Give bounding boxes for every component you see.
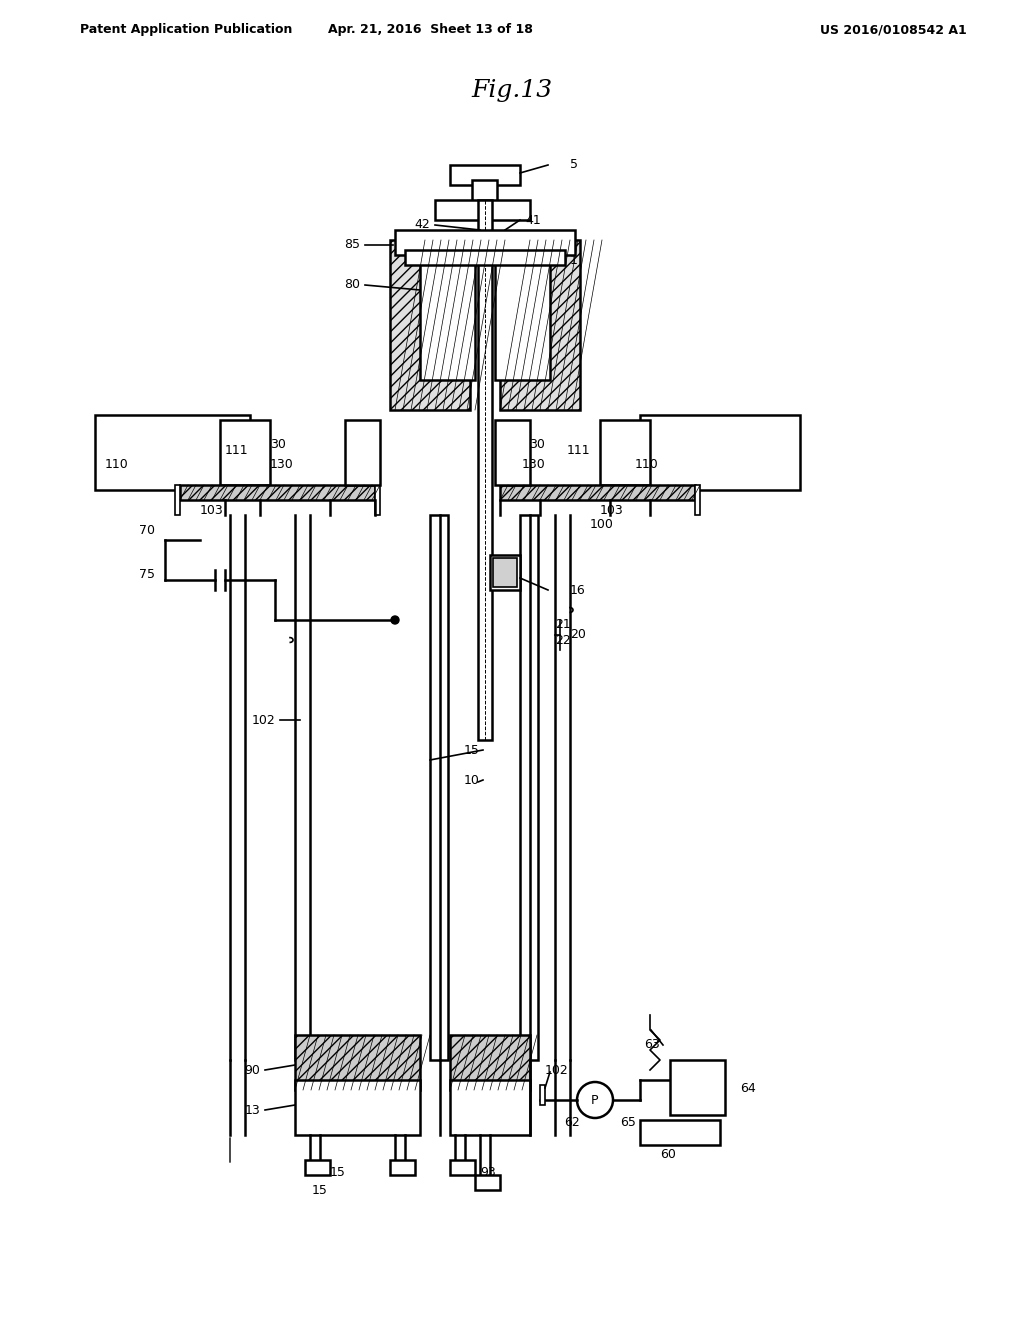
- Bar: [450, 1080, 530, 1135]
- Text: 70: 70: [139, 524, 155, 536]
- Text: 60: 60: [660, 1148, 676, 1162]
- Text: 110: 110: [105, 458, 129, 471]
- Bar: [420, 249, 475, 380]
- Bar: [670, 1060, 725, 1115]
- Bar: [95, 414, 250, 490]
- Bar: [472, 180, 497, 205]
- Text: 103: 103: [600, 503, 624, 516]
- Bar: [495, 249, 550, 380]
- Text: 65: 65: [620, 1115, 636, 1129]
- Text: 90: 90: [244, 1064, 260, 1077]
- Bar: [695, 484, 700, 515]
- Text: Fig.13: Fig.13: [471, 78, 553, 102]
- Text: 30: 30: [529, 438, 545, 451]
- Text: 13: 13: [245, 1104, 260, 1117]
- Bar: [430, 515, 449, 1060]
- Bar: [450, 165, 520, 185]
- Bar: [475, 1175, 500, 1191]
- Bar: [640, 1119, 720, 1144]
- Text: 5: 5: [570, 158, 578, 172]
- Text: 1: 1: [570, 253, 578, 267]
- Bar: [175, 484, 180, 515]
- Text: 75: 75: [139, 569, 155, 582]
- Text: 80: 80: [344, 279, 360, 292]
- Bar: [295, 1080, 420, 1135]
- Bar: [640, 414, 800, 490]
- Text: 63: 63: [644, 1039, 660, 1052]
- Text: Apr. 21, 2016  Sheet 13 of 18: Apr. 21, 2016 Sheet 13 of 18: [328, 24, 532, 37]
- Text: 20: 20: [570, 628, 586, 642]
- Text: 41: 41: [525, 214, 541, 227]
- Bar: [493, 558, 517, 587]
- Text: 102: 102: [251, 714, 275, 726]
- Text: 15: 15: [464, 743, 480, 756]
- Text: 103: 103: [200, 503, 224, 516]
- Bar: [305, 1160, 330, 1175]
- Bar: [390, 1160, 415, 1175]
- Text: 30: 30: [270, 438, 286, 451]
- Bar: [500, 240, 580, 411]
- Text: 102: 102: [545, 1064, 568, 1077]
- Text: 85: 85: [344, 239, 360, 252]
- Text: 21: 21: [555, 619, 570, 631]
- Text: 42: 42: [415, 219, 430, 231]
- Bar: [180, 484, 375, 500]
- Text: US 2016/0108542 A1: US 2016/0108542 A1: [820, 24, 967, 37]
- Text: 100: 100: [590, 519, 613, 532]
- Bar: [220, 420, 270, 484]
- Text: 62: 62: [564, 1115, 580, 1129]
- Text: 22: 22: [555, 634, 570, 647]
- Text: 110: 110: [635, 458, 658, 471]
- Bar: [540, 1085, 545, 1105]
- Text: 111: 111: [225, 444, 249, 457]
- Bar: [395, 230, 575, 255]
- Text: 64: 64: [740, 1081, 756, 1094]
- Bar: [406, 249, 565, 265]
- Text: 93: 93: [480, 1166, 496, 1179]
- Text: 16: 16: [570, 583, 586, 597]
- Bar: [375, 484, 380, 515]
- Bar: [450, 1035, 530, 1090]
- Circle shape: [391, 616, 399, 624]
- Bar: [295, 1035, 420, 1090]
- Text: 130: 130: [521, 458, 545, 471]
- Bar: [520, 515, 538, 1060]
- Circle shape: [359, 466, 367, 474]
- Text: P: P: [591, 1093, 599, 1106]
- Circle shape: [509, 466, 517, 474]
- Text: 15: 15: [330, 1166, 346, 1179]
- Text: 10: 10: [464, 774, 480, 787]
- Bar: [478, 201, 492, 741]
- Bar: [345, 420, 380, 484]
- Text: 15: 15: [312, 1184, 328, 1196]
- Bar: [490, 554, 520, 590]
- Text: 111: 111: [566, 444, 590, 457]
- Bar: [450, 1160, 475, 1175]
- Bar: [500, 484, 695, 500]
- Text: 130: 130: [270, 458, 294, 471]
- Bar: [495, 420, 530, 484]
- Bar: [435, 201, 530, 220]
- Text: Patent Application Publication: Patent Application Publication: [80, 24, 293, 37]
- Bar: [600, 420, 650, 484]
- Bar: [390, 240, 470, 411]
